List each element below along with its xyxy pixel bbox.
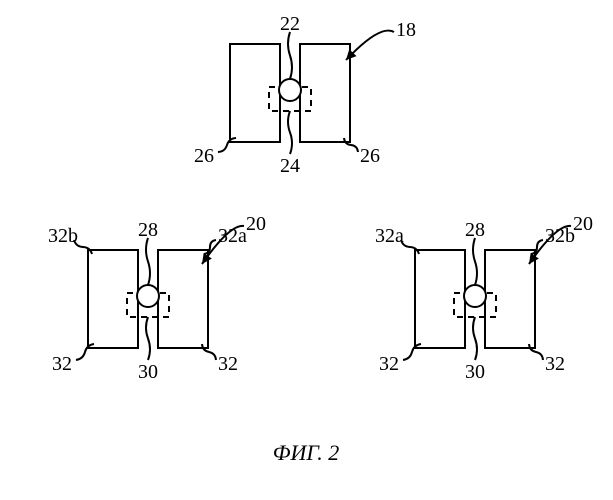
svg-text:24: 24 xyxy=(280,155,300,177)
svg-text:32b: 32b xyxy=(48,225,78,247)
svg-text:28: 28 xyxy=(465,219,485,241)
svg-text:28: 28 xyxy=(138,219,158,241)
svg-text:32a: 32a xyxy=(218,225,247,247)
svg-text:30: 30 xyxy=(138,361,158,383)
svg-text:32: 32 xyxy=(379,353,399,375)
svg-text:32: 32 xyxy=(545,353,565,375)
svg-text:26: 26 xyxy=(360,145,380,167)
figure-2-diagram: 222426261832b2832a2030323232a2832b203032… xyxy=(0,0,613,500)
svg-text:30: 30 xyxy=(465,361,485,383)
svg-text:32: 32 xyxy=(52,353,72,375)
figure-caption: ФИГ. 2 xyxy=(273,440,339,465)
svg-text:26: 26 xyxy=(194,145,214,167)
svg-text:32a: 32a xyxy=(375,225,404,247)
svg-text:22: 22 xyxy=(280,13,300,35)
svg-text:20: 20 xyxy=(246,213,266,235)
svg-text:32: 32 xyxy=(218,353,238,375)
svg-text:20: 20 xyxy=(573,213,593,235)
svg-text:18: 18 xyxy=(396,19,416,41)
